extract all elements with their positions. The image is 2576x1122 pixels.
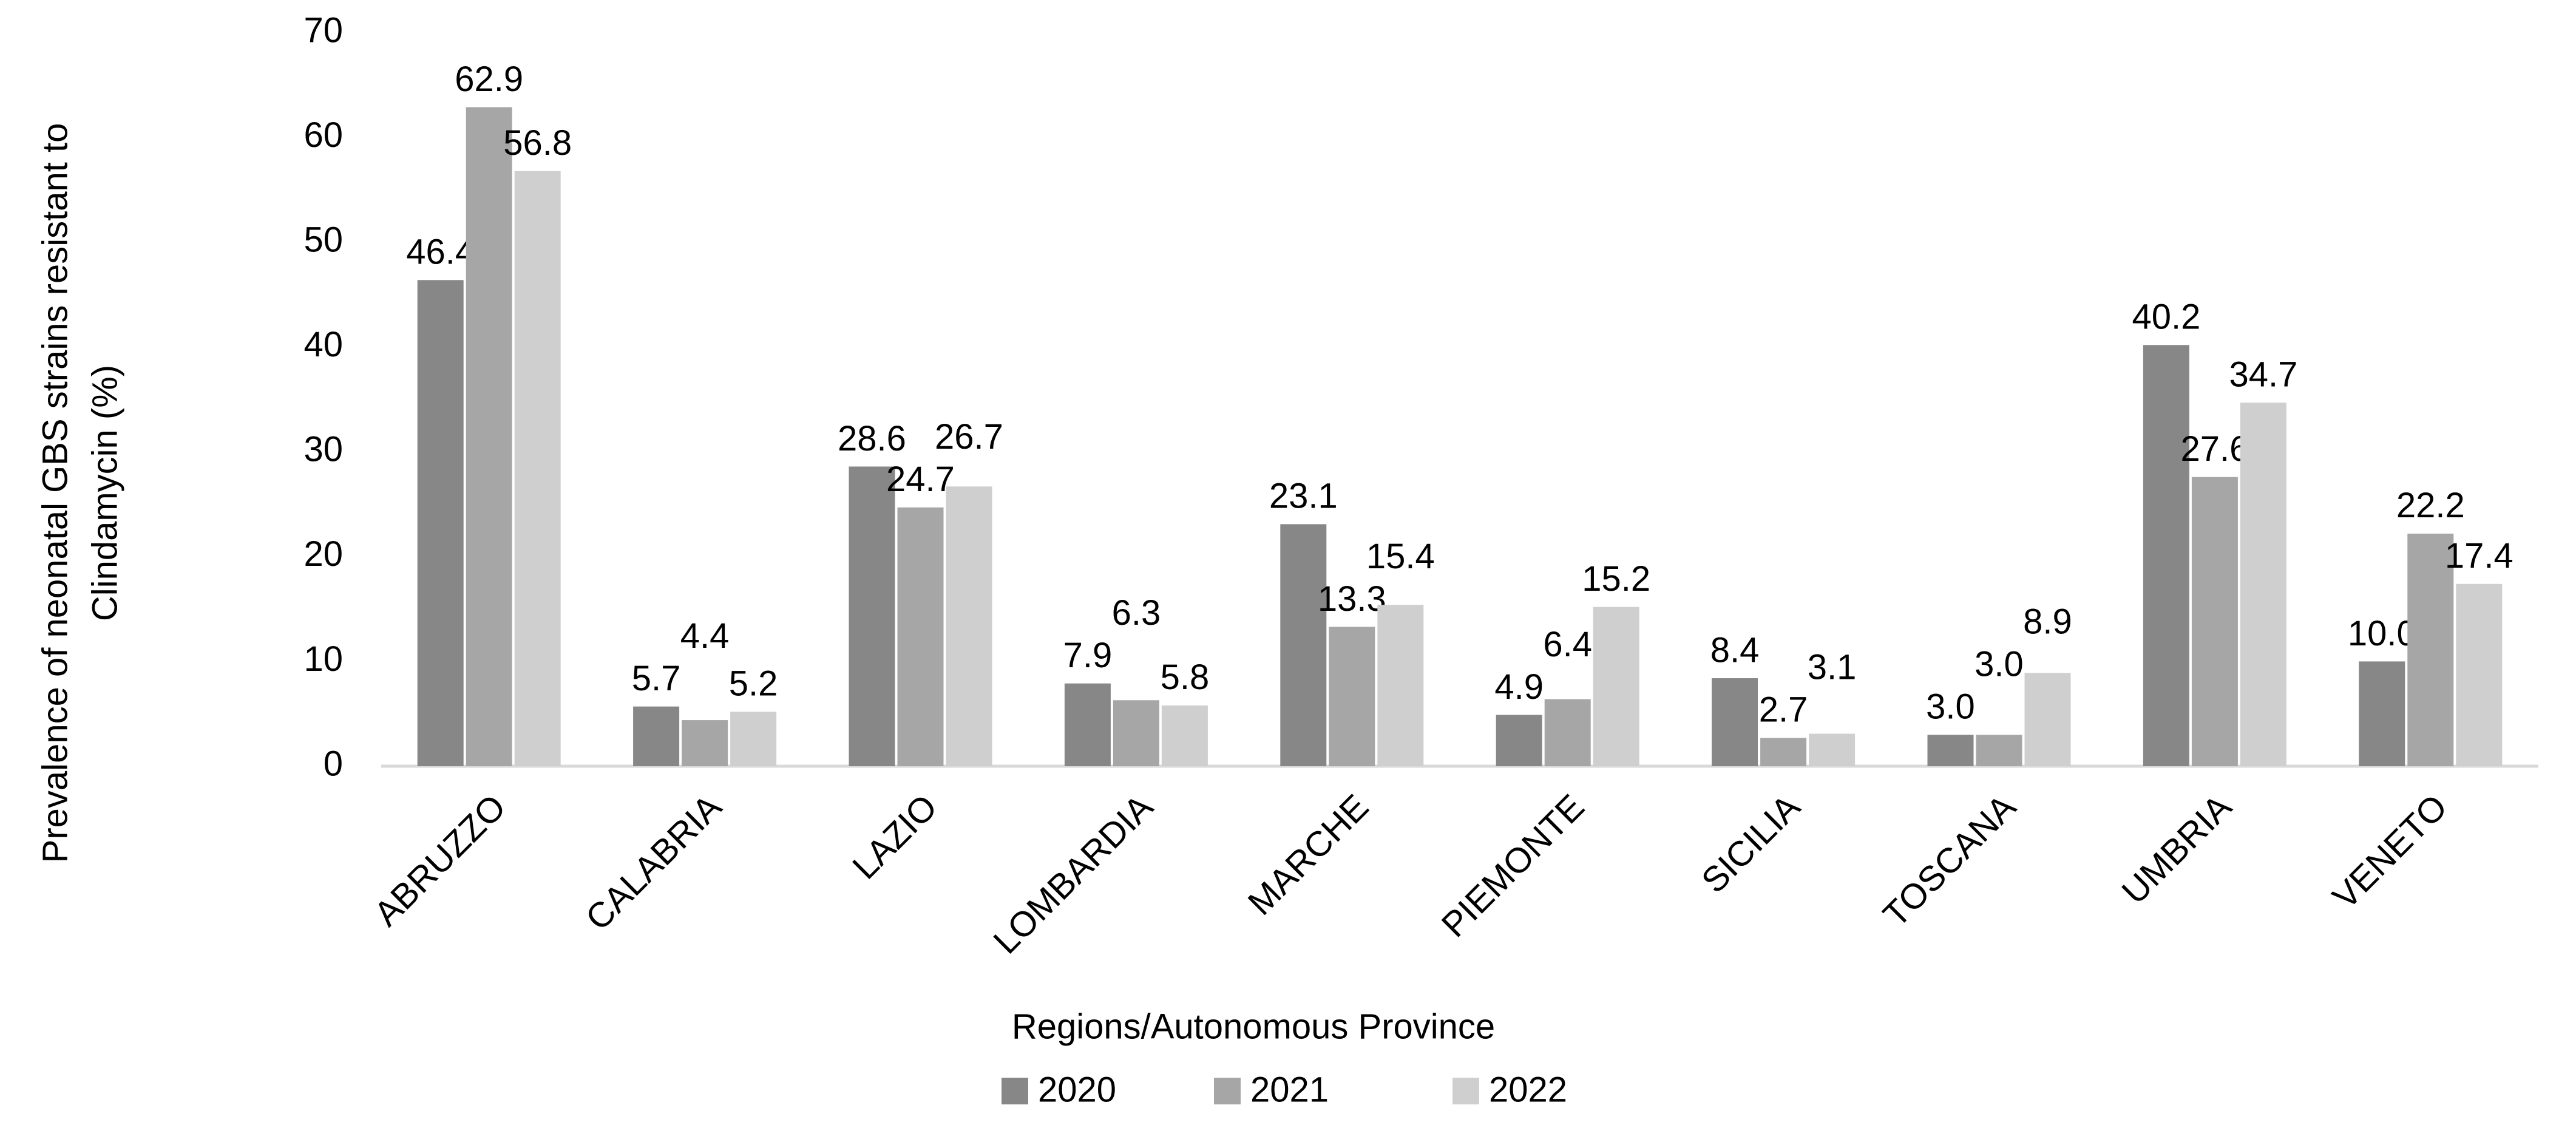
- bar: [2407, 533, 2454, 766]
- bar: [466, 107, 512, 766]
- bar: [2024, 673, 2071, 766]
- data-label: 7.9: [1063, 636, 1113, 675]
- data-label: 5.2: [729, 664, 778, 704]
- bar: [633, 706, 680, 766]
- legend-item: 2022: [1452, 1070, 1567, 1109]
- bar: [2240, 403, 2286, 766]
- y-tick-label: 70: [303, 10, 343, 50]
- bar: [1544, 699, 1591, 766]
- bar: [1927, 735, 1974, 766]
- bar: [417, 280, 464, 767]
- bar: [1280, 524, 1327, 766]
- data-label: 4.9: [1494, 667, 1544, 707]
- bar: [946, 486, 992, 766]
- data-label: 56.8: [503, 123, 572, 163]
- data-label: 2.7: [1759, 690, 1808, 730]
- data-label: 5.7: [632, 659, 681, 698]
- legend-label: 2022: [1489, 1070, 1567, 1109]
- data-label: 27.6: [2180, 429, 2249, 469]
- x-tick-label: SICILIA: [1694, 787, 1808, 901]
- bar: [1161, 705, 1208, 766]
- bar: [897, 507, 944, 766]
- x-tick-label: CALABRIA: [578, 787, 729, 938]
- data-label: 15.2: [1582, 559, 1650, 599]
- bar: [2456, 583, 2503, 766]
- data-label: 26.7: [935, 417, 1003, 457]
- y-tick-label: 20: [303, 534, 343, 574]
- bar: [1809, 733, 1856, 766]
- x-axis-title: Regions/Autonomous Province: [1012, 1007, 1495, 1046]
- x-tick-label: LOMBARDIA: [986, 787, 1161, 962]
- bar: [1976, 735, 2022, 766]
- bar: [514, 171, 561, 766]
- data-label: 10.0: [2348, 614, 2416, 653]
- data-label: 17.4: [2445, 536, 2513, 576]
- y-axis-title-line: Prevalence of neonatal GBS strains resis…: [35, 123, 75, 863]
- bar: [1760, 738, 1807, 766]
- x-tick-label: LAZIO: [845, 787, 944, 886]
- data-label: 8.4: [1710, 630, 1760, 670]
- legend-label: 2020: [1038, 1070, 1116, 1109]
- data-label: 34.7: [2229, 355, 2297, 395]
- data-label: 6.4: [1543, 625, 1592, 664]
- legend-item: 2021: [1214, 1070, 1329, 1109]
- bar: [730, 712, 777, 766]
- data-label: 22.2: [2396, 486, 2465, 525]
- bar: [1496, 715, 1542, 766]
- y-tick-label: 60: [303, 115, 343, 155]
- bar: [849, 466, 895, 766]
- bar: [1064, 683, 1111, 766]
- data-label: 5.8: [1161, 658, 1210, 697]
- data-label: 40.2: [2132, 298, 2200, 337]
- data-label: 24.7: [886, 460, 955, 499]
- y-tick-label: 50: [303, 220, 343, 259]
- legend-item: 2020: [1002, 1070, 1116, 1109]
- y-tick-label: 30: [303, 430, 343, 469]
- legend-swatch: [1452, 1078, 1479, 1104]
- y-tick-label: 0: [324, 744, 343, 783]
- data-label: 3.0: [1974, 645, 2024, 684]
- bar: [1712, 678, 1758, 766]
- x-tick-label: VENETO: [2325, 787, 2455, 917]
- bar: [682, 720, 728, 766]
- data-label: 4.4: [680, 616, 730, 656]
- bar: [2191, 477, 2238, 766]
- x-tick-label: TOSCANA: [1876, 787, 2024, 935]
- legend-swatch: [1002, 1078, 1028, 1104]
- bar: [1113, 700, 1159, 766]
- x-tick-label: UMBRIA: [2114, 787, 2239, 912]
- data-label: 6.3: [1112, 593, 1161, 633]
- data-label: 28.6: [838, 419, 906, 458]
- data-label: 3.1: [1808, 648, 1857, 687]
- x-tick-label: MARCHE: [1241, 787, 1377, 923]
- data-label: 8.9: [2023, 602, 2072, 642]
- data-label: 62.9: [455, 59, 523, 99]
- data-label: 15.4: [1366, 537, 1435, 576]
- bar: [1329, 627, 1375, 766]
- data-label: 23.1: [1269, 477, 1338, 516]
- bar: [2143, 345, 2189, 766]
- bar: [2359, 661, 2405, 766]
- x-tick-label: ABRUZZO: [367, 787, 514, 934]
- data-label: 46.4: [406, 233, 475, 272]
- bar: [1593, 607, 1639, 766]
- legend-swatch: [1214, 1078, 1241, 1104]
- data-label: 3.0: [1926, 687, 1975, 727]
- y-axis-title: Prevalence of neonatal GBS strains resis…: [35, 123, 124, 863]
- legend-label: 2021: [1250, 1070, 1329, 1109]
- bar: [1377, 605, 1424, 766]
- y-tick-label: 40: [303, 325, 343, 364]
- data-label: 13.3: [1318, 579, 1386, 619]
- y-tick-label: 10: [303, 639, 343, 679]
- y-axis-title-line: Clindamycin (%): [85, 365, 124, 621]
- x-tick-label: PIEMONTE: [1434, 787, 1592, 945]
